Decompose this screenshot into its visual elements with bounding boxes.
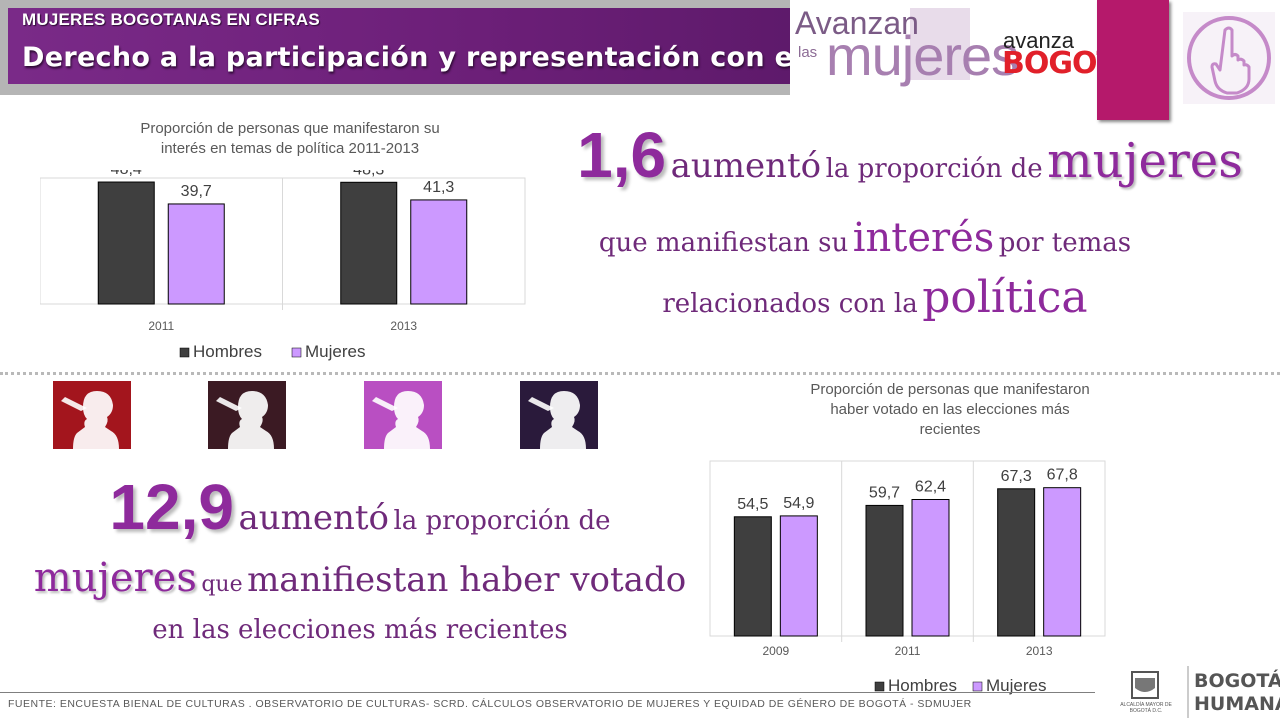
pointing-arm xyxy=(216,397,242,411)
decorative-tab xyxy=(1097,0,1169,120)
footer-divider xyxy=(0,692,1095,693)
header-banner xyxy=(8,8,790,84)
data-label: 41,3 xyxy=(423,179,454,196)
bar-hombres xyxy=(997,488,1036,637)
bar-hombres xyxy=(97,181,155,305)
legend-label: Mujeres xyxy=(305,342,365,361)
bar-mujeres xyxy=(1043,487,1082,637)
data-label: 54,5 xyxy=(737,496,768,513)
headline-interest-line3: relacionados con la política xyxy=(545,272,1205,323)
pointing-arm xyxy=(372,397,398,411)
woman-silhouette xyxy=(228,391,274,449)
woman-silhouette xyxy=(384,391,430,449)
chart1-interest-politics: 48,4 39,7 2011 48,3 41,3 2013 Hombres Mujeres xyxy=(40,170,526,361)
legend-label: Hombres xyxy=(193,342,262,361)
headline-vote-word: en las elecciones más recientes xyxy=(152,615,568,645)
logo-avanza-text: avanza xyxy=(1003,28,1074,53)
legend-swatch-hombres xyxy=(179,347,190,358)
plot-frame xyxy=(709,460,1106,637)
pointing-arm xyxy=(528,397,554,411)
logo-avanzan-text: Avanzan xyxy=(795,5,919,41)
chart1-title-line2: interés en temas de política 2011-2013 xyxy=(160,140,420,157)
data-label: 48,4 xyxy=(111,170,142,178)
legend-swatch-mujeres xyxy=(972,681,983,692)
headline-vote-emphasis: mujeres xyxy=(33,555,197,601)
tick-label: 2009 xyxy=(762,644,789,658)
data-label: 67,8 xyxy=(1047,467,1078,484)
chart1-title: Proporción de personas que manifestaron … xyxy=(40,119,540,159)
headline-vote-number: 12,9 xyxy=(109,471,234,543)
chart2-title: Proporción de personas que manifestaron … xyxy=(740,380,1160,440)
bar-mujeres xyxy=(167,203,225,305)
headline-vote-word: la proporción de xyxy=(393,506,611,536)
headline-interest-emphasis: mujeres xyxy=(1047,133,1243,189)
bar-mujeres xyxy=(911,499,950,637)
logo-decoration xyxy=(910,8,970,80)
data-label: 67,3 xyxy=(1001,468,1032,485)
data-label: 59,7 xyxy=(869,484,900,501)
chart2-title-line3: recientes xyxy=(919,421,981,438)
data-label: 39,7 xyxy=(181,183,212,200)
tick-label: 2013 xyxy=(390,319,417,333)
legend-swatch-hombres xyxy=(874,681,885,692)
source-note: FUENTE: ENCUESTA BIENAL DE CULTURAS . OB… xyxy=(8,698,972,710)
headline-interest-word: relacionados con la xyxy=(662,289,918,319)
legend-label: Hombres xyxy=(888,676,957,695)
headline-interest-word: aumentó xyxy=(670,146,822,186)
headline-interest-word: la proporción de xyxy=(825,154,1043,184)
pointing-arm xyxy=(61,397,87,411)
logo-mujeres-text: mujeres xyxy=(826,24,1019,87)
headline-vote-line1: 12,9 aumentó la proporción de xyxy=(0,470,720,544)
legend-label: Mujeres xyxy=(986,676,1046,695)
humana-text: HUMANA xyxy=(1194,693,1280,715)
headline-interest-word: que manifiestan su xyxy=(598,228,849,258)
header-kicker: MUJERES BOGOTANAS EN CIFRAS xyxy=(22,10,320,29)
headline-vote-word: que xyxy=(201,572,243,597)
headline-vote-word: aumentó xyxy=(238,498,389,538)
headline-vote-line3: en las elecciones más recientes xyxy=(0,615,720,645)
bar-hombres xyxy=(340,181,398,305)
chart2-voted-elections: 54,5 54,9 2009 59,7 62,4 2011 67,3 67,8 2013 Homb… xyxy=(709,460,1106,695)
headline-interest-word: por temas xyxy=(998,228,1132,258)
headline-interest-number: 1,6 xyxy=(577,119,667,191)
alcaldia-text: ALCALDÍA MAYOR DE BOGOTÁ D.C. xyxy=(1120,702,1172,714)
bar-mujeres xyxy=(779,515,818,637)
chart2-title-line2: haber votado en las elecciones más xyxy=(830,401,1070,418)
chart2-title-line1: Proporción de personas que manifestaron xyxy=(810,381,1090,398)
logo-las-text: las xyxy=(798,44,818,61)
chart1-title-line1: Proporción de personas que manifestaron … xyxy=(140,120,440,137)
headline-interest-line2: que manifiestan su interés por temas xyxy=(545,215,1185,261)
raised-hand-icon xyxy=(1183,12,1275,104)
icon-row xyxy=(53,381,613,451)
section-divider xyxy=(0,372,1280,375)
headline-vote-line2: mujeres que manifiestan haber votado xyxy=(0,555,720,601)
tick-label: 2011 xyxy=(895,644,921,658)
bogota-text: BOGOTÁ xyxy=(1194,670,1280,692)
bar-hombres xyxy=(865,504,904,637)
footer-logos: ALCALDÍA MAYOR DE BOGOTÁ D.C. BOGOTÁ HUM… xyxy=(1110,664,1280,720)
woman-pointing-icon xyxy=(53,381,131,449)
data-label: 48,3 xyxy=(353,170,384,178)
woman-pointing-icon xyxy=(520,381,598,449)
headline-interest-emphasis: interés xyxy=(852,215,995,261)
woman-pointing-icon xyxy=(208,381,286,449)
bar-hombres xyxy=(733,516,772,637)
legend-swatch-mujeres xyxy=(291,347,302,358)
coat-of-arms-icon xyxy=(1131,666,1189,718)
tick-label: 2013 xyxy=(1026,644,1053,658)
headline-interest-line1: 1,6 aumentó la proporción de mujeres xyxy=(540,118,1280,192)
data-label: 54,9 xyxy=(783,495,814,512)
woman-pointing-icon xyxy=(364,381,442,449)
tick-label: 2011 xyxy=(148,319,174,333)
data-label: 62,4 xyxy=(915,479,946,496)
campaign-logo xyxy=(790,0,1095,95)
bar-mujeres xyxy=(410,199,468,305)
headline-interest-emphasis: política xyxy=(922,272,1088,323)
woman-silhouette xyxy=(73,391,119,449)
woman-silhouette xyxy=(540,391,586,449)
page-title: Derecho a la participación y representac… xyxy=(22,42,900,73)
headline-vote-word: manifiestan haber votado xyxy=(247,560,687,600)
